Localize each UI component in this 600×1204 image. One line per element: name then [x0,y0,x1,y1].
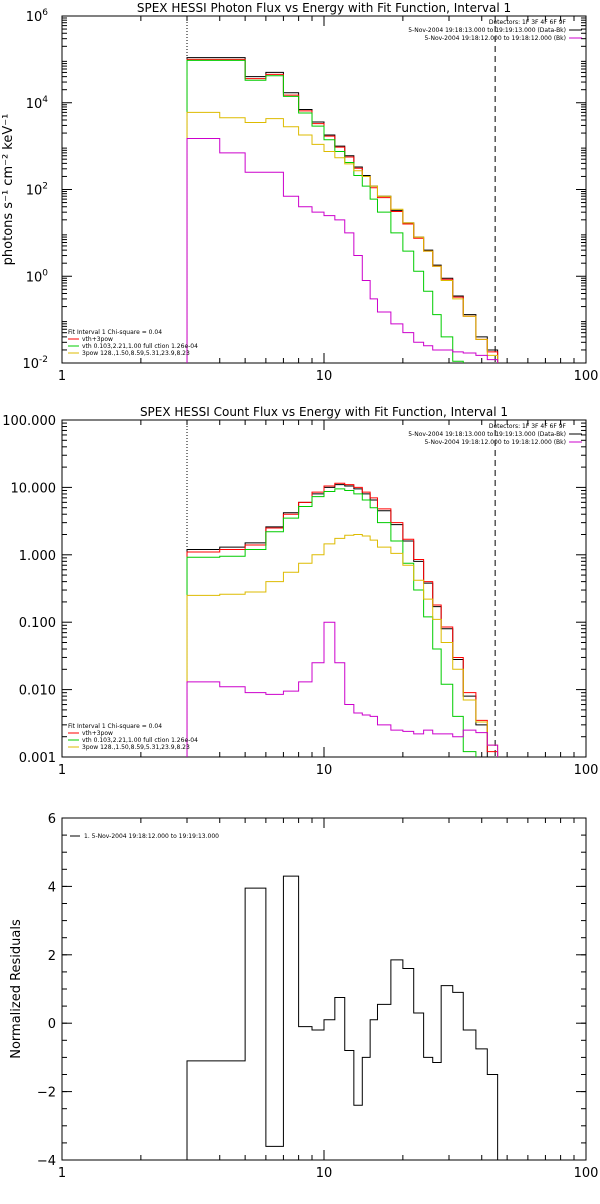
y-tick-label: 104 [26,95,49,112]
series-line-vth [186,488,477,757]
x-axis: 1 10 100 [58,420,599,778]
x-tick-label: 1 [58,763,66,778]
x-axis: 1 10 100 [58,16,599,384]
series-line-vth-3pow [186,482,499,757]
series-line-vth [186,59,464,363]
series-line-bk [186,621,499,757]
legend-bottom-left: Fit Interval 1 Chi-square = 0.04vth+3pow… [68,723,198,751]
x-tick-label: 10 [316,369,333,384]
legend-top-right: Detectors: 1F 3F 4F 6F 9F5-Nov-2004 19:1… [408,423,582,446]
x-tick-label: 1 [58,1166,66,1181]
y-tick-label: 102 [26,182,48,199]
legend-top-right: Detectors: 1F 3F 4F 6F 9F5-Nov-2004 19:1… [408,19,582,42]
x-tick-label: 10 [316,763,333,778]
y-axis: 10-2 100 102 104 106 [22,8,586,372]
series-line-bk [186,137,499,363]
legend-entry: Detectors: 1F 3F 4F 6F 9F [489,19,567,26]
legend-entry: 3pow 128.,1.50,8.59,5.31,23.9,8.23 [82,744,190,751]
y-axis-label: Normalized Residuals [9,919,24,1059]
chart-title: SPEX HESSI Count Flux vs Energy with Fit… [140,405,508,419]
plot-frame [61,419,587,758]
legend-entry: vth+3pow [82,730,113,737]
y-axis: −4 −2 0 2 4 6 [37,812,586,1169]
x-tick-label: 1 [58,369,66,384]
y-tick-label: 4 [48,880,56,895]
panel-3: 1 10 100 −4 −2 0 2 4 6 Normalized Residuals 1. 5-N… [9,812,598,1181]
panel-2: SPEX HESSI Count Flux vs Energy with Fit… [2,405,598,778]
legend-entry: vth 0.103,2.21,1.00 full ction 1.26e-04 [82,343,198,350]
y-axis: 0.001 0.010 0.100 1.000 10.000 100.000 [2,414,586,766]
series-group [186,875,499,1160]
legend-entry: 5-Nov-2004 19:18:12.000 to 19:18:12.000 … [424,35,566,42]
series-line-data-bk [186,484,499,757]
panel-1: SPEX HESSI Photon Flux vs Energy with Fi… [1,1,598,384]
y-tick-label: 106 [26,8,49,25]
x-tick-label: 100 [574,763,599,778]
series-group [186,57,499,363]
x-tick-label: 10 [316,1166,333,1181]
x-axis: 1 10 100 [58,818,599,1181]
y-tick-label: 2 [48,949,56,964]
y-tick-label: 1.000 [19,549,56,564]
legend-entry: Fit Interval 1 Chi-square = 0.04 [68,723,162,730]
legend-entry: 5-Nov-2004 19:18:13.000 to 19:19:13.000 … [408,431,566,438]
series-line-residuals [186,875,499,1160]
legend-entry: Detectors: 1F 3F 4F 6F 9F [489,423,567,430]
y-tick-label: 0 [48,1017,56,1032]
legend-entry: 1. 5-Nov-2004 19:18:12.000 to 19:19:13.0… [84,833,219,840]
y-tick-label: −2 [37,1086,56,1101]
y-tick-label: 10.000 [11,481,57,496]
legend-bottom-left: Fit Interval 1 Chi-square = 0.04vth+3pow… [68,329,198,357]
series-line-data-bk [186,57,499,363]
plot-frame [61,15,587,364]
y-tick-label: 0.001 [19,751,56,766]
y-tick-label: 0.010 [19,684,56,699]
y-tick-label: 6 [48,812,56,827]
legend-top-left: 1. 5-Nov-2004 19:18:12.000 to 19:19:13.0… [70,833,219,840]
chart-title: SPEX HESSI Photon Flux vs Energy with Fi… [137,1,511,15]
plot-frame [61,817,587,1161]
legend-entry: 5-Nov-2004 19:18:13.000 to 19:19:13.000 … [408,27,566,34]
legend-entry: 5-Nov-2004 19:18:12.000 to 19:18:12.000 … [424,439,566,446]
legend-entry: vth 0.103,2.21,1.00 full ction 1.26e-04 [82,737,198,744]
series-line-vth-3pow [186,58,499,363]
x-tick-label: 100 [574,1166,599,1181]
series-line-3pow [186,111,499,363]
y-tick-label: 0.100 [19,616,56,631]
legend-entry: vth+3pow [82,336,113,343]
y-tick-label: 100.000 [2,414,56,429]
x-tick-label: 100 [574,369,599,384]
series-group [186,482,499,757]
y-tick-label: 100 [26,268,49,285]
legend-entry: 3pow 128.,1.50,8.59,5.31,23.9,8.23 [82,350,190,357]
y-tick-label: −4 [37,1154,56,1169]
series-line-3pow [186,534,499,757]
y-axis-label: photons s⁻¹ cm⁻² keV⁻¹ [1,114,16,266]
y-tick-label: 10-2 [22,355,48,372]
legend-entry: Fit Interval 1 Chi-square = 0.04 [68,329,162,336]
